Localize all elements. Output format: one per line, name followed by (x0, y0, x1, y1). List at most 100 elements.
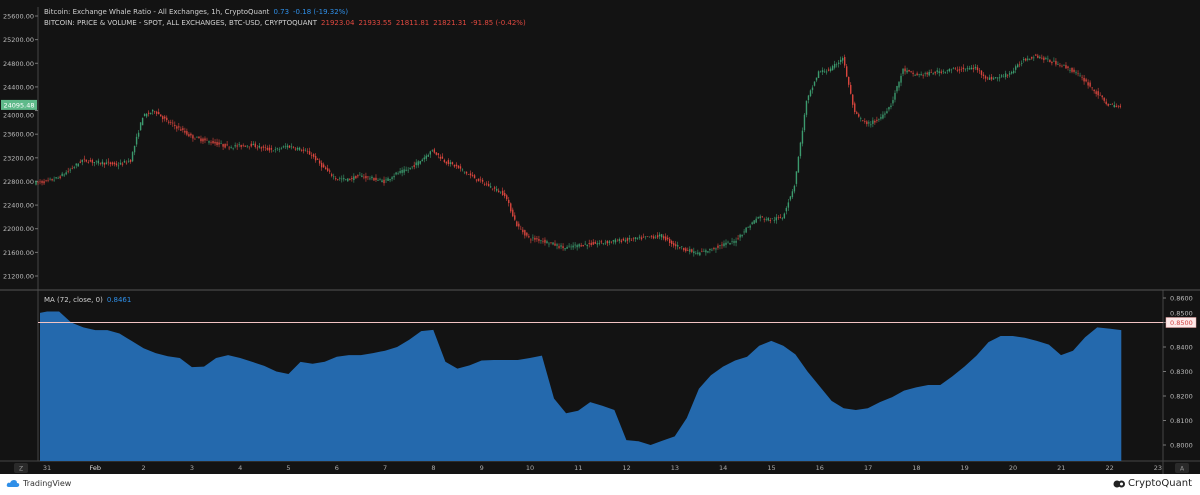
candle-body (548, 243, 550, 245)
candle-body (451, 162, 454, 165)
candle-body (429, 151, 431, 155)
candle-body (264, 147, 267, 148)
candle-body (278, 149, 281, 150)
candle-body (530, 239, 532, 241)
candle-body (393, 175, 395, 178)
candle-body (944, 71, 946, 73)
candle-body (715, 248, 717, 250)
candle-body (578, 244, 580, 247)
candle-body (825, 71, 828, 73)
time-tick-label: 19 (961, 464, 969, 472)
time-tick-label: 14 (719, 464, 727, 472)
candle-body (1037, 55, 1039, 58)
time-tick-label: 6 (335, 464, 339, 472)
ratio-tick-label: 0.8100 (1170, 417, 1193, 425)
time-axis[interactable]: 31 Feb 2 3 4 5 6 7 8 9 10 11 12 13 14 15 16 17 18 19 20 21 22 2… (14, 463, 1189, 473)
candle-body (516, 221, 518, 227)
candle-body (1073, 69, 1075, 72)
candle-body (534, 237, 536, 240)
candle-body (83, 158, 85, 160)
candle-body (574, 244, 576, 246)
candle-body (258, 145, 261, 148)
candle-body (1071, 67, 1073, 72)
candle-body (1097, 91, 1099, 96)
price-axis[interactable]: 25600.00 25200.00 24800.00 24400.00 24000.00… (1, 13, 38, 281)
candle-body (194, 138, 196, 140)
candle-body (870, 124, 872, 126)
candle-body (47, 179, 49, 181)
candle-body (795, 171, 798, 184)
time-tick-label: 17 (864, 464, 872, 472)
candle-body (717, 245, 719, 248)
time-tick-label: 15 (767, 464, 775, 472)
candle-body (1099, 94, 1101, 96)
candle-body (1041, 57, 1043, 59)
chart-canvas[interactable]: 25600.00 25200.00 24800.00 24400.00 24000.00… (0, 0, 1200, 474)
candle-body (91, 160, 94, 163)
candle-body (1059, 65, 1061, 66)
candle-body (176, 126, 178, 129)
candle-body (755, 218, 757, 223)
candle-body (584, 243, 586, 245)
candle-body (202, 138, 204, 142)
candle-body (600, 241, 602, 243)
candle-body (465, 171, 468, 174)
candle-body (469, 173, 472, 176)
candle-body (713, 248, 715, 250)
legend-title: MA (72, close, 0) (44, 296, 103, 304)
time-tick-label: 20 (1009, 464, 1017, 472)
candle-body (1021, 63, 1023, 65)
cloud-icon (6, 480, 20, 487)
candle-body (371, 176, 373, 179)
time-tick-label: 3 (190, 464, 194, 472)
legend-close: 21821.31 (433, 19, 467, 27)
candle-body (1069, 69, 1071, 71)
candle-body (526, 232, 528, 236)
candle-body (666, 237, 669, 240)
candle-body (141, 117, 144, 126)
candle-body (668, 238, 671, 243)
candle-body (570, 246, 572, 248)
candle-body (447, 160, 450, 164)
candle-body (1083, 77, 1085, 82)
candle-body (646, 236, 649, 237)
footer: TradingView CryptoQuant (0, 474, 1200, 495)
candle-body (797, 156, 800, 173)
candle-body (910, 71, 912, 72)
candle-body (984, 76, 987, 79)
candle-body (89, 160, 92, 162)
candle-body (538, 239, 540, 241)
candle-body (457, 165, 460, 168)
candle-body (843, 56, 846, 66)
candle-body (242, 145, 244, 146)
candle-body (630, 239, 633, 241)
candle-body (419, 161, 421, 164)
candle-body (463, 171, 466, 173)
candle-body (244, 145, 246, 147)
legend-open: 21923.04 (321, 19, 355, 27)
candle-body (1049, 59, 1051, 63)
candle-body (1031, 56, 1033, 59)
scale-button-left (14, 463, 28, 473)
candle-body (198, 136, 200, 139)
ratio-axis[interactable]: 0.8600 0.8500 0.8400 0.8300 0.8200 0.8100 0.80… (1163, 295, 1197, 450)
candle-body (616, 240, 619, 242)
candle-body (186, 131, 188, 135)
scale-button-left-label: Z (19, 466, 23, 473)
candle-body (475, 179, 478, 181)
candle-body (1039, 56, 1041, 59)
candle-body (77, 163, 79, 167)
candle-body (443, 159, 446, 162)
tradingview-logo[interactable]: TradingView (6, 479, 71, 488)
candle-body (1087, 82, 1089, 86)
time-tick-label: 13 (671, 464, 679, 472)
candle-body (121, 163, 124, 165)
candle-body (172, 122, 174, 124)
candle-body (882, 114, 884, 119)
candle-body (222, 144, 224, 147)
candle-body (544, 239, 546, 243)
candle-body (85, 159, 87, 162)
candle-body (624, 240, 627, 242)
candle-body (532, 237, 534, 239)
candle-body (777, 217, 780, 219)
